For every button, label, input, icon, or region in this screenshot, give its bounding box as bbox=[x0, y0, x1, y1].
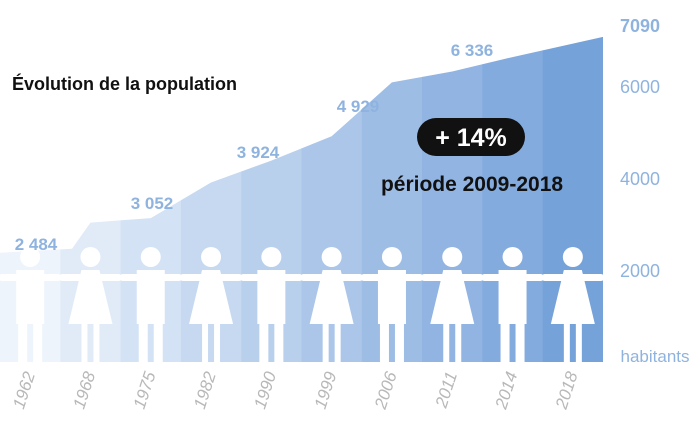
y-axis-tick-4000: 4000 bbox=[620, 169, 660, 189]
year-label-1990: 1990 bbox=[250, 369, 280, 411]
data-label-1982: 3 924 bbox=[237, 143, 280, 162]
figure-man-1962 bbox=[0, 247, 62, 362]
y-axis: 7090 2000 4000 6000 habitants bbox=[620, 16, 690, 366]
figure-woman-2011 bbox=[421, 247, 484, 362]
data-label-1962: 2 484 bbox=[15, 235, 58, 254]
x-axis-years: 1962 1968 1975 1982 1990 1999 2006 2011 2014 2018 bbox=[9, 369, 582, 412]
year-label-1968: 1968 bbox=[69, 369, 99, 411]
figure-man-2014 bbox=[481, 247, 544, 362]
figure-man-1975 bbox=[119, 247, 182, 362]
chart-title: Évolution de la population bbox=[12, 73, 237, 94]
year-label-1962: 1962 bbox=[9, 369, 39, 411]
data-label-1999: 4 929 bbox=[337, 97, 380, 116]
year-label-1982: 1982 bbox=[190, 369, 220, 411]
people-figures bbox=[0, 247, 604, 362]
y-axis-tick-2000: 2000 bbox=[620, 261, 660, 281]
figure-man-2006 bbox=[360, 247, 424, 362]
year-label-1999: 1999 bbox=[311, 369, 341, 411]
year-label-2006: 2006 bbox=[371, 369, 401, 412]
data-label-2011: 6 336 bbox=[451, 41, 494, 60]
period-label: période 2009-2018 bbox=[381, 173, 563, 196]
badge-background bbox=[417, 118, 525, 156]
year-label-2011: 2011 bbox=[431, 369, 461, 411]
year-label-1975: 1975 bbox=[130, 369, 160, 411]
data-label-1968: 3 052 bbox=[131, 194, 174, 213]
data-labels: 2 484 3 052 3 924 4 929 6 336 bbox=[15, 41, 494, 254]
y-axis-unit: habitants bbox=[621, 347, 690, 366]
growth-badge: + 14% bbox=[417, 118, 525, 156]
figure-woman-2018 bbox=[541, 247, 604, 362]
figure-woman-1999 bbox=[300, 247, 363, 362]
year-label-2014: 2014 bbox=[491, 369, 521, 412]
y-axis-top-value: 7090 bbox=[620, 16, 660, 36]
figure-woman-1968 bbox=[59, 247, 122, 362]
year-label-2018: 2018 bbox=[552, 369, 582, 412]
badge-value: + 14% bbox=[435, 124, 507, 152]
figure-man-1990 bbox=[240, 247, 303, 362]
figure-woman-1982 bbox=[179, 247, 243, 362]
y-axis-tick-6000: 6000 bbox=[620, 77, 660, 97]
